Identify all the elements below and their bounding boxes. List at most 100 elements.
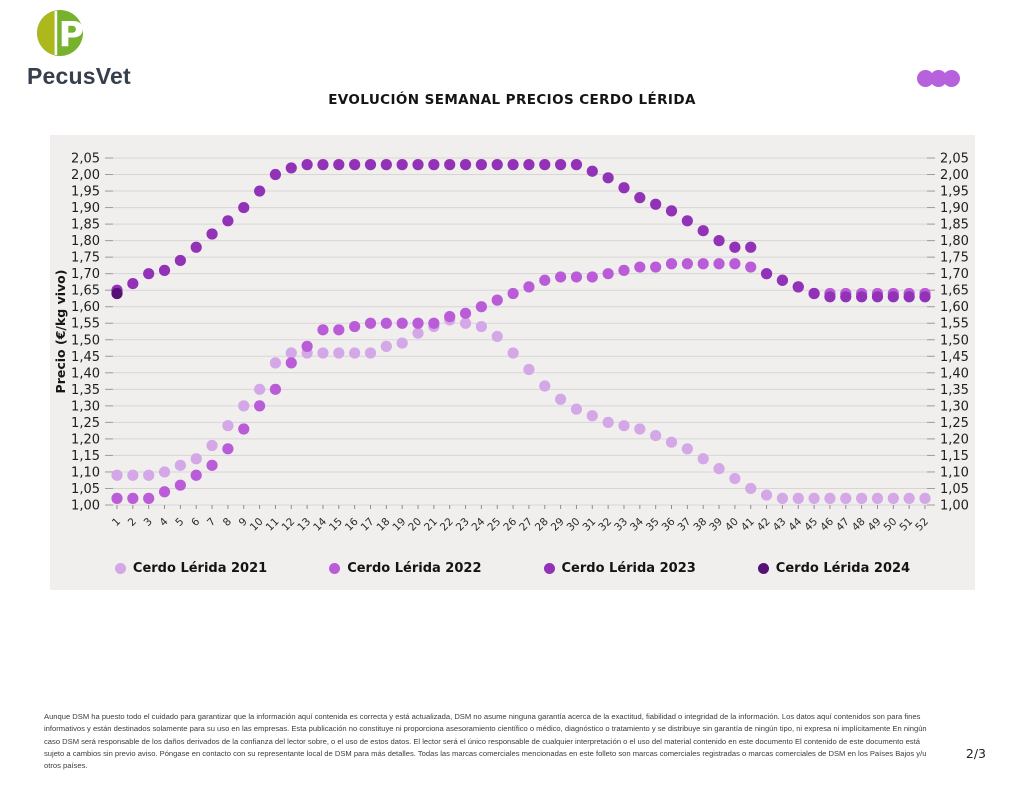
data-point [903,492,915,504]
chart-legend: Cerdo Lérida 2021 Cerdo Lérida 2022 Cerdo … [50,561,975,576]
data-point [523,281,535,293]
data-point [380,159,392,171]
data-point [570,159,583,171]
data-point [856,492,868,504]
data-point [840,291,852,303]
y-tick-label-left: 2,00 [71,168,100,183]
y-tick-label-left: 1,05 [71,482,100,497]
data-point [840,492,852,504]
legend-item: Cerdo Lérida 2021 [114,561,268,576]
data-point [269,383,282,395]
data-point [665,258,678,270]
y-tick-label-left: 1,55 [71,317,100,332]
data-point [570,271,583,283]
data-point [459,317,472,329]
legend-label: Cerdo Lérida 2021 [132,561,268,576]
data-point [776,274,789,286]
data-point [333,324,345,336]
pecusvet-logo: P PecusVet [27,8,131,90]
logo-gap [54,11,58,55]
y-tick-label-right: 1,70 [940,267,969,282]
data-point [364,159,377,171]
data-point [349,159,361,171]
pecusvet-logo-icon: P [37,10,84,56]
x-tick-label: 5 [173,516,186,529]
data-point [555,271,567,283]
data-point [871,492,884,504]
y-tick-label-right: 2,05 [940,152,969,167]
data-point [143,469,155,481]
data-point [824,492,836,504]
y-tick-label-right: 1,65 [940,284,969,299]
y-tick-label-right: 2,00 [940,168,969,183]
data-point [507,159,519,171]
disclaimer-text: Aunque DSM ha puesto todo el cuidado par… [44,712,927,771]
data-point [792,281,804,293]
data-point [158,466,171,478]
dot-icon [930,70,947,87]
data-point [111,492,123,504]
data-point [634,423,646,435]
y-tick-label-left: 1,85 [71,218,100,233]
data-point [475,301,487,313]
data-point [111,469,123,481]
data-point [190,241,202,253]
data-point [127,492,139,504]
data-point [158,264,171,276]
data-point [412,327,424,339]
y-tick-label-left: 1,40 [71,366,100,381]
data-point [539,274,551,286]
data-point [380,317,392,329]
y-tick-label-right: 1,45 [940,350,969,365]
data-point [491,294,503,306]
data-point [396,317,408,329]
data-point [349,347,361,359]
x-tick-label: 8 [221,516,234,529]
page-number: 2/3 [965,746,986,761]
data-point [586,165,598,177]
y-tick-label-right: 1,95 [940,185,969,200]
logo-wordmark: PecusVet [27,63,131,89]
data-point [919,492,931,504]
data-point [602,416,614,428]
y-tick-label-right: 1,35 [940,383,969,398]
data-point [396,159,408,171]
data-point [650,261,662,273]
y-tick-label-left: 1,20 [71,432,100,447]
data-point [317,347,329,359]
y-tick-label-right: 1,30 [940,399,969,414]
data-point [729,258,741,270]
y-tick-label-left: 1,65 [71,284,100,299]
legend-item: Cerdo Lérida 2022 [329,561,482,576]
data-point [681,258,693,270]
data-point [222,443,234,455]
price-chart-panel: 1,00 1,00 1,05 1,05 1,10 1,10 1,15 1,15 1,20 1,20… [50,135,975,590]
data-point [428,317,440,329]
data-point [697,225,709,237]
data-point [555,159,567,171]
data-point [871,291,884,303]
legend-item: Cerdo Lérida 2024 [757,561,910,576]
x-tick-label: 52 [913,516,931,534]
x-tick-label: 9 [237,516,250,529]
x-tick-label: 1 [110,516,123,529]
data-point [856,291,868,303]
data-point [523,159,535,171]
data-point [634,192,646,204]
data-point [760,489,773,501]
y-tick-label-left: 1,35 [71,383,100,398]
data-point [618,420,630,432]
data-point [713,258,725,270]
data-point [317,324,329,336]
data-point [634,261,646,273]
y-tick-label-left: 2,05 [71,152,100,167]
y-tick-label-left: 1,70 [71,267,100,282]
y-tick-label-right: 1,00 [940,499,969,514]
data-point [285,162,297,174]
legend-item: Cerdo Lérida 2023 [543,561,696,576]
legend-dot-icon [329,563,341,574]
data-point [491,159,503,171]
data-point [396,337,408,349]
data-point [333,347,345,359]
